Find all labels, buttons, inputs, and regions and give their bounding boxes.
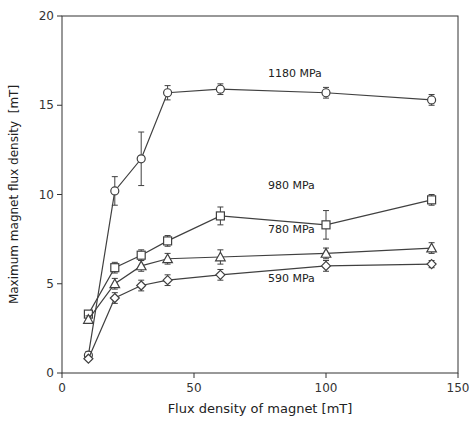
x-tick-label: 50 (186, 381, 201, 395)
series-line (88, 248, 431, 319)
annotation: 1180 MPa (268, 67, 322, 80)
data-point (137, 155, 145, 163)
data-point (427, 243, 437, 252)
plot-frame (62, 16, 458, 373)
annotation: 780 MPa (268, 223, 315, 236)
data-point (216, 212, 224, 220)
error-bar (165, 86, 171, 100)
data-point (322, 221, 330, 229)
error-bar (323, 211, 329, 240)
y-tick-label: 20 (39, 9, 54, 23)
error-bar (217, 84, 223, 95)
data-point (322, 89, 330, 97)
x-tick (458, 373, 459, 378)
x-tick-label: 100 (315, 381, 338, 395)
chart: 0 50 100 150 0 5 10 15 20 Flux density of magnet … (0, 0, 474, 425)
error-bar (323, 87, 329, 98)
data-point (164, 89, 172, 97)
y-tick (57, 194, 62, 195)
error-bar (112, 262, 118, 273)
y-tick (57, 373, 62, 374)
y-axis-title: Maximum magnet flux density [mT] (7, 85, 21, 304)
y-tick-label: 5 (46, 277, 54, 291)
data-point (321, 249, 331, 258)
error-bar (429, 95, 435, 106)
series-line (88, 89, 431, 355)
error-bar (165, 236, 171, 247)
plot-area (84, 84, 437, 363)
data-point (163, 276, 172, 285)
data-point (428, 96, 436, 104)
series-line (88, 200, 431, 314)
x-tick-label: 0 (58, 381, 66, 395)
data-point (136, 261, 146, 270)
error-bar (138, 132, 144, 186)
data-point (137, 251, 145, 259)
y-tick (57, 105, 62, 106)
data-point (110, 294, 119, 303)
series-line (88, 264, 431, 359)
data-point (322, 261, 331, 270)
y-tick (57, 283, 62, 284)
data-point (428, 196, 436, 204)
data-point (216, 85, 224, 93)
data-point (216, 270, 225, 279)
y-tick-label: 0 (46, 366, 54, 380)
data-point (111, 264, 119, 272)
y-tick (57, 16, 62, 17)
annotation: 590 MPa (268, 272, 315, 285)
annotation: 980 MPa (268, 179, 315, 192)
error-bar (429, 195, 435, 206)
data-point (137, 281, 146, 290)
x-tick-label: 150 (447, 381, 470, 395)
data-point (110, 279, 120, 288)
data-point (427, 260, 436, 269)
error-bar (217, 207, 223, 225)
x-tick (194, 373, 195, 378)
x-tick (62, 373, 63, 378)
y-tick-label: 10 (39, 188, 54, 202)
data-point (163, 254, 173, 263)
error-bar (138, 250, 144, 261)
data-point (216, 252, 226, 261)
data-point (84, 354, 93, 363)
x-tick (326, 373, 327, 378)
x-axis-title: Flux density of magnet [mT] (168, 401, 353, 416)
y-tick-label: 15 (39, 98, 54, 112)
data-point (164, 237, 172, 245)
data-point (111, 187, 119, 195)
error-bar (112, 177, 118, 206)
data-point (84, 315, 94, 324)
